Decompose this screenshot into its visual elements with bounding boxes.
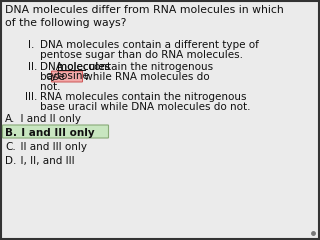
Text: contain the nitrogenous: contain the nitrogenous xyxy=(85,62,213,72)
FancyBboxPatch shape xyxy=(3,125,108,138)
Text: A.: A. xyxy=(5,114,15,124)
Text: II.: II. xyxy=(28,62,37,72)
Text: RNA molecules contain the nitrogenous: RNA molecules contain the nitrogenous xyxy=(40,92,246,102)
Text: molecules: molecules xyxy=(57,62,110,72)
Text: C.: C. xyxy=(5,142,16,152)
Text: I, II, and III: I, II, and III xyxy=(14,156,75,166)
Text: pentose sugar than do RNA molecules.: pentose sugar than do RNA molecules. xyxy=(40,50,243,60)
FancyBboxPatch shape xyxy=(52,71,83,82)
Text: I and II only: I and II only xyxy=(14,114,81,124)
Text: II and III only: II and III only xyxy=(14,142,87,152)
Text: not.: not. xyxy=(40,82,60,92)
Text: III.: III. xyxy=(25,92,37,102)
Text: B.: B. xyxy=(5,128,17,138)
Text: base uracil while DNA molecules do not.: base uracil while DNA molecules do not. xyxy=(40,102,251,112)
Text: I and III only: I and III only xyxy=(14,128,95,138)
Text: while RNA molecules do: while RNA molecules do xyxy=(81,72,210,82)
Text: DNA molecules contain a different type of: DNA molecules contain a different type o… xyxy=(40,40,259,50)
Text: DNA: DNA xyxy=(40,62,66,72)
Text: base: base xyxy=(40,72,68,82)
Text: cytosine: cytosine xyxy=(45,71,89,81)
Text: DNA molecules differ from RNA molecules in which
of the following ways?: DNA molecules differ from RNA molecules … xyxy=(5,5,284,28)
Text: I.: I. xyxy=(28,40,34,50)
Text: molecules: molecules xyxy=(57,62,110,72)
Text: D.: D. xyxy=(5,156,16,166)
